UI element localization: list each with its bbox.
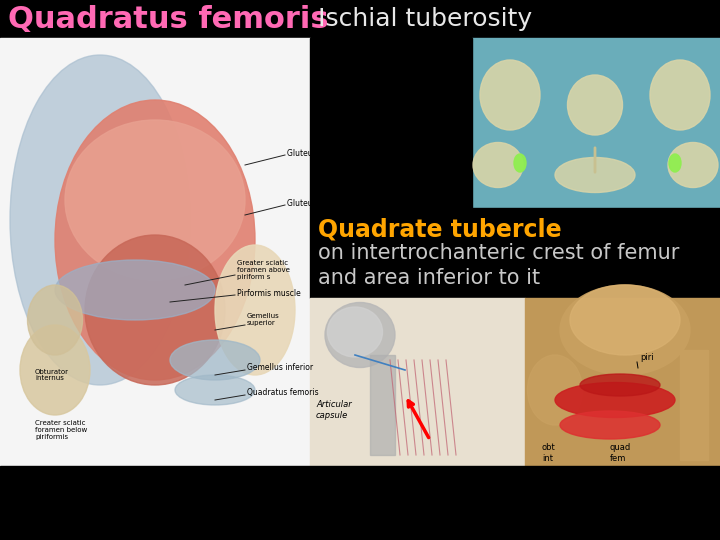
Text: sup & inf gemelli
ere just above &
below obt int: sup & inf gemelli ere just above & below… <box>530 475 595 505</box>
Text: Quadratus femoris: Quadratus femoris <box>247 388 319 397</box>
Text: Gemellus
superior: Gemellus superior <box>247 314 280 327</box>
Ellipse shape <box>170 340 260 380</box>
Bar <box>370 355 395 455</box>
Ellipse shape <box>514 154 526 172</box>
Ellipse shape <box>580 374 660 396</box>
Ellipse shape <box>20 325 90 415</box>
Bar <box>525 298 720 466</box>
Ellipse shape <box>560 411 660 439</box>
Bar <box>0 466 720 540</box>
Text: obt
int: obt int <box>542 443 556 463</box>
Text: on intertrochanteric crest of femur: on intertrochanteric crest of femur <box>318 243 680 263</box>
Ellipse shape <box>650 60 710 130</box>
Bar <box>472 38 720 208</box>
Text: Gluteus medius: Gluteus medius <box>287 148 347 158</box>
Ellipse shape <box>473 143 523 187</box>
Bar <box>310 298 525 466</box>
Text: Gluteus minimus: Gluteus minimus <box>287 199 352 207</box>
Text: Creater sciatic
foramen below
piriformis: Creater sciatic foramen below piriformis <box>35 420 87 440</box>
Ellipse shape <box>555 382 675 417</box>
Text: Quadratus femoris: Quadratus femoris <box>8 4 328 33</box>
Bar <box>0 0 720 38</box>
Ellipse shape <box>555 158 635 192</box>
Ellipse shape <box>325 302 395 368</box>
Ellipse shape <box>328 307 382 357</box>
Ellipse shape <box>175 375 255 405</box>
Text: Ischial tuberosity: Ischial tuberosity <box>318 7 532 31</box>
Ellipse shape <box>668 143 718 187</box>
Text: Obturator
internus: Obturator internus <box>35 368 69 381</box>
Text: Pirformis muscle: Pirformis muscle <box>237 288 301 298</box>
Text: quad
fem: quad fem <box>610 443 631 463</box>
Ellipse shape <box>669 154 681 172</box>
Text: Greater sciatic
foramen above
piriform s: Greater sciatic foramen above piriform s <box>237 260 290 280</box>
Ellipse shape <box>55 100 255 380</box>
Ellipse shape <box>55 260 215 320</box>
Text: Articular
capsule: Articular capsule <box>316 400 352 420</box>
Ellipse shape <box>65 120 245 280</box>
Ellipse shape <box>528 355 582 425</box>
Text: Quadrate tubercle: Quadrate tubercle <box>318 218 562 242</box>
Ellipse shape <box>570 285 680 355</box>
Ellipse shape <box>480 60 540 130</box>
Text: Gemellus inferior: Gemellus inferior <box>247 363 313 373</box>
Bar <box>310 208 720 298</box>
Ellipse shape <box>567 75 623 135</box>
Bar <box>0 38 310 466</box>
Text: piri: piri <box>640 354 654 362</box>
Ellipse shape <box>215 245 295 375</box>
Bar <box>680 350 708 460</box>
Text: and area inferior to it: and area inferior to it <box>318 268 540 288</box>
Ellipse shape <box>560 285 690 375</box>
Bar <box>310 38 472 208</box>
Ellipse shape <box>10 55 190 385</box>
Ellipse shape <box>85 235 225 385</box>
Ellipse shape <box>27 285 83 355</box>
